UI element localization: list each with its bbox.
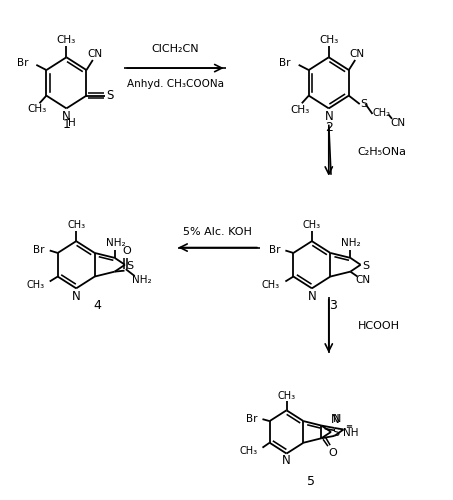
Text: CH₃: CH₃ (26, 280, 44, 290)
Text: CH₃: CH₃ (303, 220, 321, 230)
Text: N: N (308, 290, 316, 302)
Text: N: N (282, 454, 291, 468)
Text: N: N (324, 110, 333, 124)
Text: S: S (361, 98, 368, 108)
Text: N: N (72, 290, 81, 302)
Text: CN: CN (350, 48, 365, 58)
Text: S: S (332, 428, 339, 438)
Text: NH₂: NH₂ (342, 238, 361, 248)
Text: ClCH₂CN: ClCH₂CN (152, 44, 199, 54)
Text: Br: Br (33, 245, 44, 255)
Text: HCOOH: HCOOH (358, 321, 400, 331)
Text: Br: Br (269, 245, 280, 255)
Text: 2: 2 (325, 120, 333, 134)
Text: NH₂: NH₂ (106, 238, 125, 248)
Text: C₂H₅ONa: C₂H₅ONa (358, 146, 407, 156)
Text: 5% Alc. KOH: 5% Alc. KOH (183, 227, 252, 237)
Text: CH₃: CH₃ (57, 35, 76, 45)
Text: N: N (333, 414, 342, 424)
Text: CH₃: CH₃ (319, 35, 338, 45)
Text: CH₃: CH₃ (240, 446, 258, 456)
Text: 1: 1 (63, 118, 70, 131)
Text: 5: 5 (307, 474, 315, 488)
Text: NH: NH (343, 428, 359, 438)
Text: CH₃: CH₃ (28, 104, 47, 114)
Text: CH₃: CH₃ (278, 390, 296, 400)
Text: CH₃: CH₃ (262, 280, 280, 290)
Text: O: O (123, 246, 131, 256)
Text: CN: CN (87, 48, 103, 58)
Text: CH₃: CH₃ (67, 220, 85, 230)
Text: 4: 4 (94, 298, 101, 312)
Text: O: O (328, 448, 337, 458)
Text: CH₃: CH₃ (290, 104, 309, 115)
Text: N: N (331, 412, 340, 426)
Text: Anhyd. CH₃COONa: Anhyd. CH₃COONa (127, 80, 224, 90)
Text: CH₂: CH₂ (372, 108, 390, 118)
Text: S: S (127, 261, 134, 271)
Text: NH₂: NH₂ (131, 275, 151, 285)
Text: H: H (68, 118, 76, 128)
Text: S: S (362, 261, 370, 271)
Text: S: S (106, 89, 113, 102)
Text: Br: Br (17, 58, 29, 68)
Text: CN: CN (355, 276, 371, 285)
Text: ≡: ≡ (345, 422, 352, 431)
Text: 3: 3 (329, 298, 337, 312)
Text: Br: Br (246, 414, 258, 424)
Text: Br: Br (279, 58, 291, 68)
Text: CN: CN (390, 118, 406, 128)
Text: N: N (62, 110, 71, 124)
